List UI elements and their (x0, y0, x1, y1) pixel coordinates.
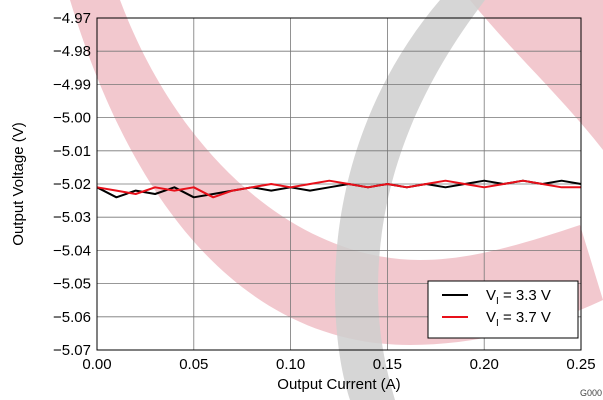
y-tick-label: −5.04 (53, 242, 91, 259)
y-tick-label: −4.97 (53, 10, 91, 27)
y-tick-label: −5.05 (53, 276, 91, 293)
series-line-2 (96, 179, 581, 199)
legend: VI = 3.3 VVI = 3.7 V (427, 280, 579, 339)
y-tick-label: −5.03 (53, 209, 91, 226)
watermark (70, 0, 603, 400)
graph-code: G000 (580, 388, 602, 398)
x-tick-labels: 0.00 0.05 0.10 0.15 0.20 0.25 (82, 356, 595, 373)
legend-box (427, 280, 579, 339)
plot-frame (96, 17, 582, 351)
y-tick-label: −5.07 (53, 342, 91, 359)
y-tick-label: −5.00 (53, 110, 91, 127)
x-tick-label: 0.10 (276, 356, 305, 373)
x-tick-label: 0.00 (82, 356, 111, 373)
x-axis-title: Output Current (A) (277, 376, 400, 393)
y-tick-label: −5.01 (53, 143, 91, 160)
series-line-1 (96, 179, 582, 199)
y-tick-label: −5.02 (53, 176, 91, 193)
y-tick-label: −4.99 (53, 76, 91, 93)
y-tick-labels: −4.97 −4.98 −4.99 −5.00 −5.01 −5.02 −5.03 −5.04… (53, 10, 91, 359)
x-tick-label: 0.05 (179, 356, 208, 373)
x-tick-label: 0.25 (566, 356, 595, 373)
series-lines (96, 179, 582, 199)
legend-label-2: VI = 3.7 V (486, 309, 551, 329)
y-tick-label: −4.98 (53, 43, 91, 60)
x-tick-label: 0.15 (373, 356, 402, 373)
legend-label-1: VI = 3.3 V (486, 287, 551, 307)
y-axis-title: Output Voltage (V) (10, 122, 27, 245)
y-tick-label: −5.06 (53, 309, 91, 326)
x-tick-label: 0.20 (470, 356, 499, 373)
